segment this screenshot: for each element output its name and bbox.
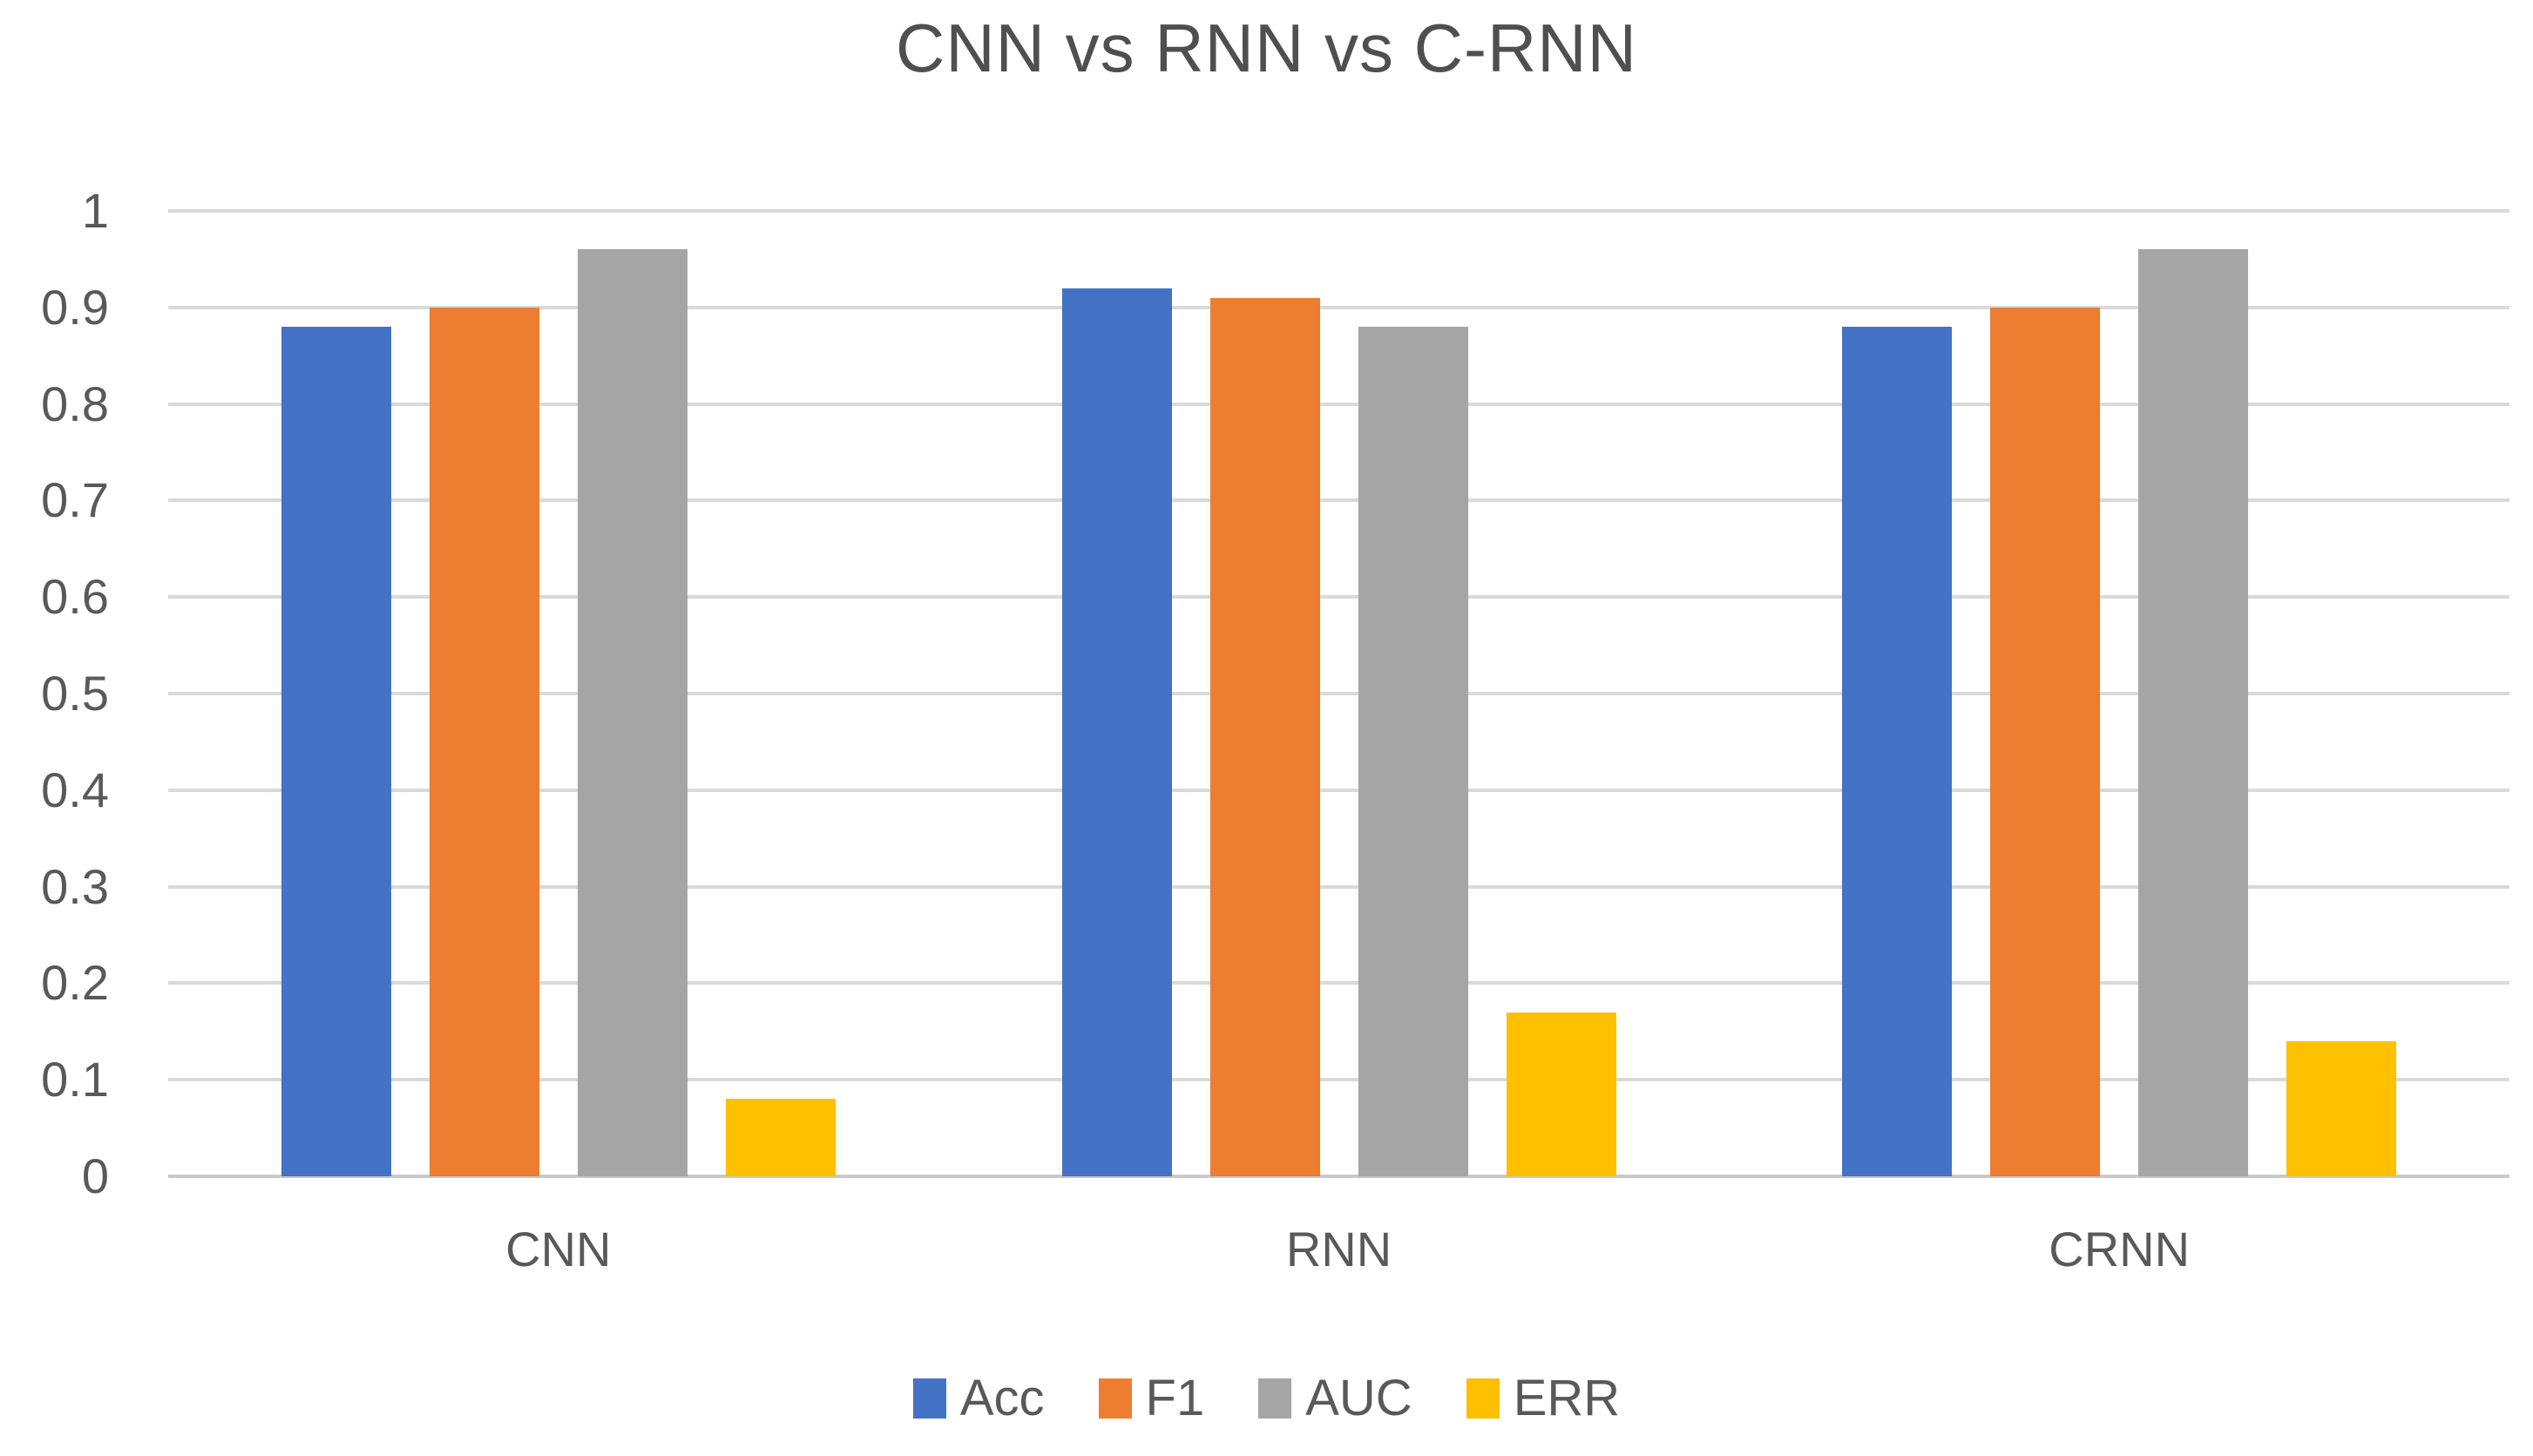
legend-item-auc: AUC [1258,1373,1412,1424]
y-gridline [168,788,2509,792]
bar-auc-rnn [1358,326,1468,1176]
y-tick-label: 0.6 [41,569,109,625]
y-tick-label: 0.8 [41,376,109,431]
y-tick-label: 0.4 [41,762,109,817]
y-tick-label: 0.1 [41,1052,109,1107]
bar-err-rnn [1506,1012,1616,1176]
y-tick-label: 0.2 [41,955,109,1011]
y-tick-label: 0.3 [41,858,109,914]
legend-item-f1: F1 [1098,1370,1205,1426]
legend-swatch-err [1466,1378,1500,1419]
y-gridline [168,1078,2509,1082]
legend-swatch-acc [912,1378,946,1419]
y-gridline [168,498,2509,503]
y-gridline [168,692,2509,695]
x-category-label: CRNN [2049,1222,2191,1277]
legend-item-acc: Acc [912,1370,1045,1426]
legend-swatch-auc [1258,1378,1292,1419]
x-axis-line [168,1175,2509,1178]
y-gridline [168,981,2509,985]
x-category-label: CNN [505,1222,612,1277]
y-gridline [168,305,2509,309]
legend-item-err: ERR [1466,1373,1620,1424]
y-gridline [168,402,2509,406]
bar-acc-crnn [1842,326,1953,1176]
legend-label: Acc [959,1370,1045,1426]
x-category-label: RNN [1285,1222,1392,1277]
legend: Acc F1 AUC ERR [0,1373,2533,1424]
bar-auc-cnn [577,249,687,1176]
bar-f1-crnn [1990,307,2101,1176]
bar-f1-rnn [1209,297,1320,1176]
y-gridline [168,884,2509,889]
legend-label: AUC [1305,1370,1412,1426]
chart-title: CNN vs RNN vs C-RNN [896,10,1637,86]
y-tick-label: 1 [81,183,109,238]
y-gridline [168,209,2509,213]
bar-auc-crnn [2138,249,2249,1176]
legend-label: F1 [1145,1370,1205,1426]
bar-err-cnn [725,1099,836,1176]
bar-f1-cnn [429,307,539,1176]
bar-err-crnn [2286,1040,2397,1176]
y-gridline [168,595,2509,599]
legend-swatch-f1 [1098,1378,1132,1419]
y-tick-label: 0 [81,1148,109,1203]
y-tick-label: 0.9 [41,279,109,335]
y-tick-label: 0.7 [41,472,109,528]
bar-acc-rnn [1061,288,1172,1176]
bar-acc-cnn [281,326,391,1176]
legend-label: ERR [1513,1370,1621,1426]
y-tick-label: 0.5 [41,666,109,721]
